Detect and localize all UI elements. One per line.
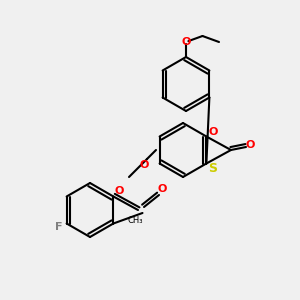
Text: O: O <box>246 140 255 151</box>
Text: F: F <box>56 221 63 232</box>
Text: S: S <box>208 161 217 175</box>
Text: O: O <box>139 160 149 170</box>
Text: O: O <box>115 186 124 196</box>
Text: CH₃: CH₃ <box>127 216 143 225</box>
Text: O: O <box>157 184 167 194</box>
Text: O: O <box>208 127 218 137</box>
Text: O: O <box>181 37 191 47</box>
